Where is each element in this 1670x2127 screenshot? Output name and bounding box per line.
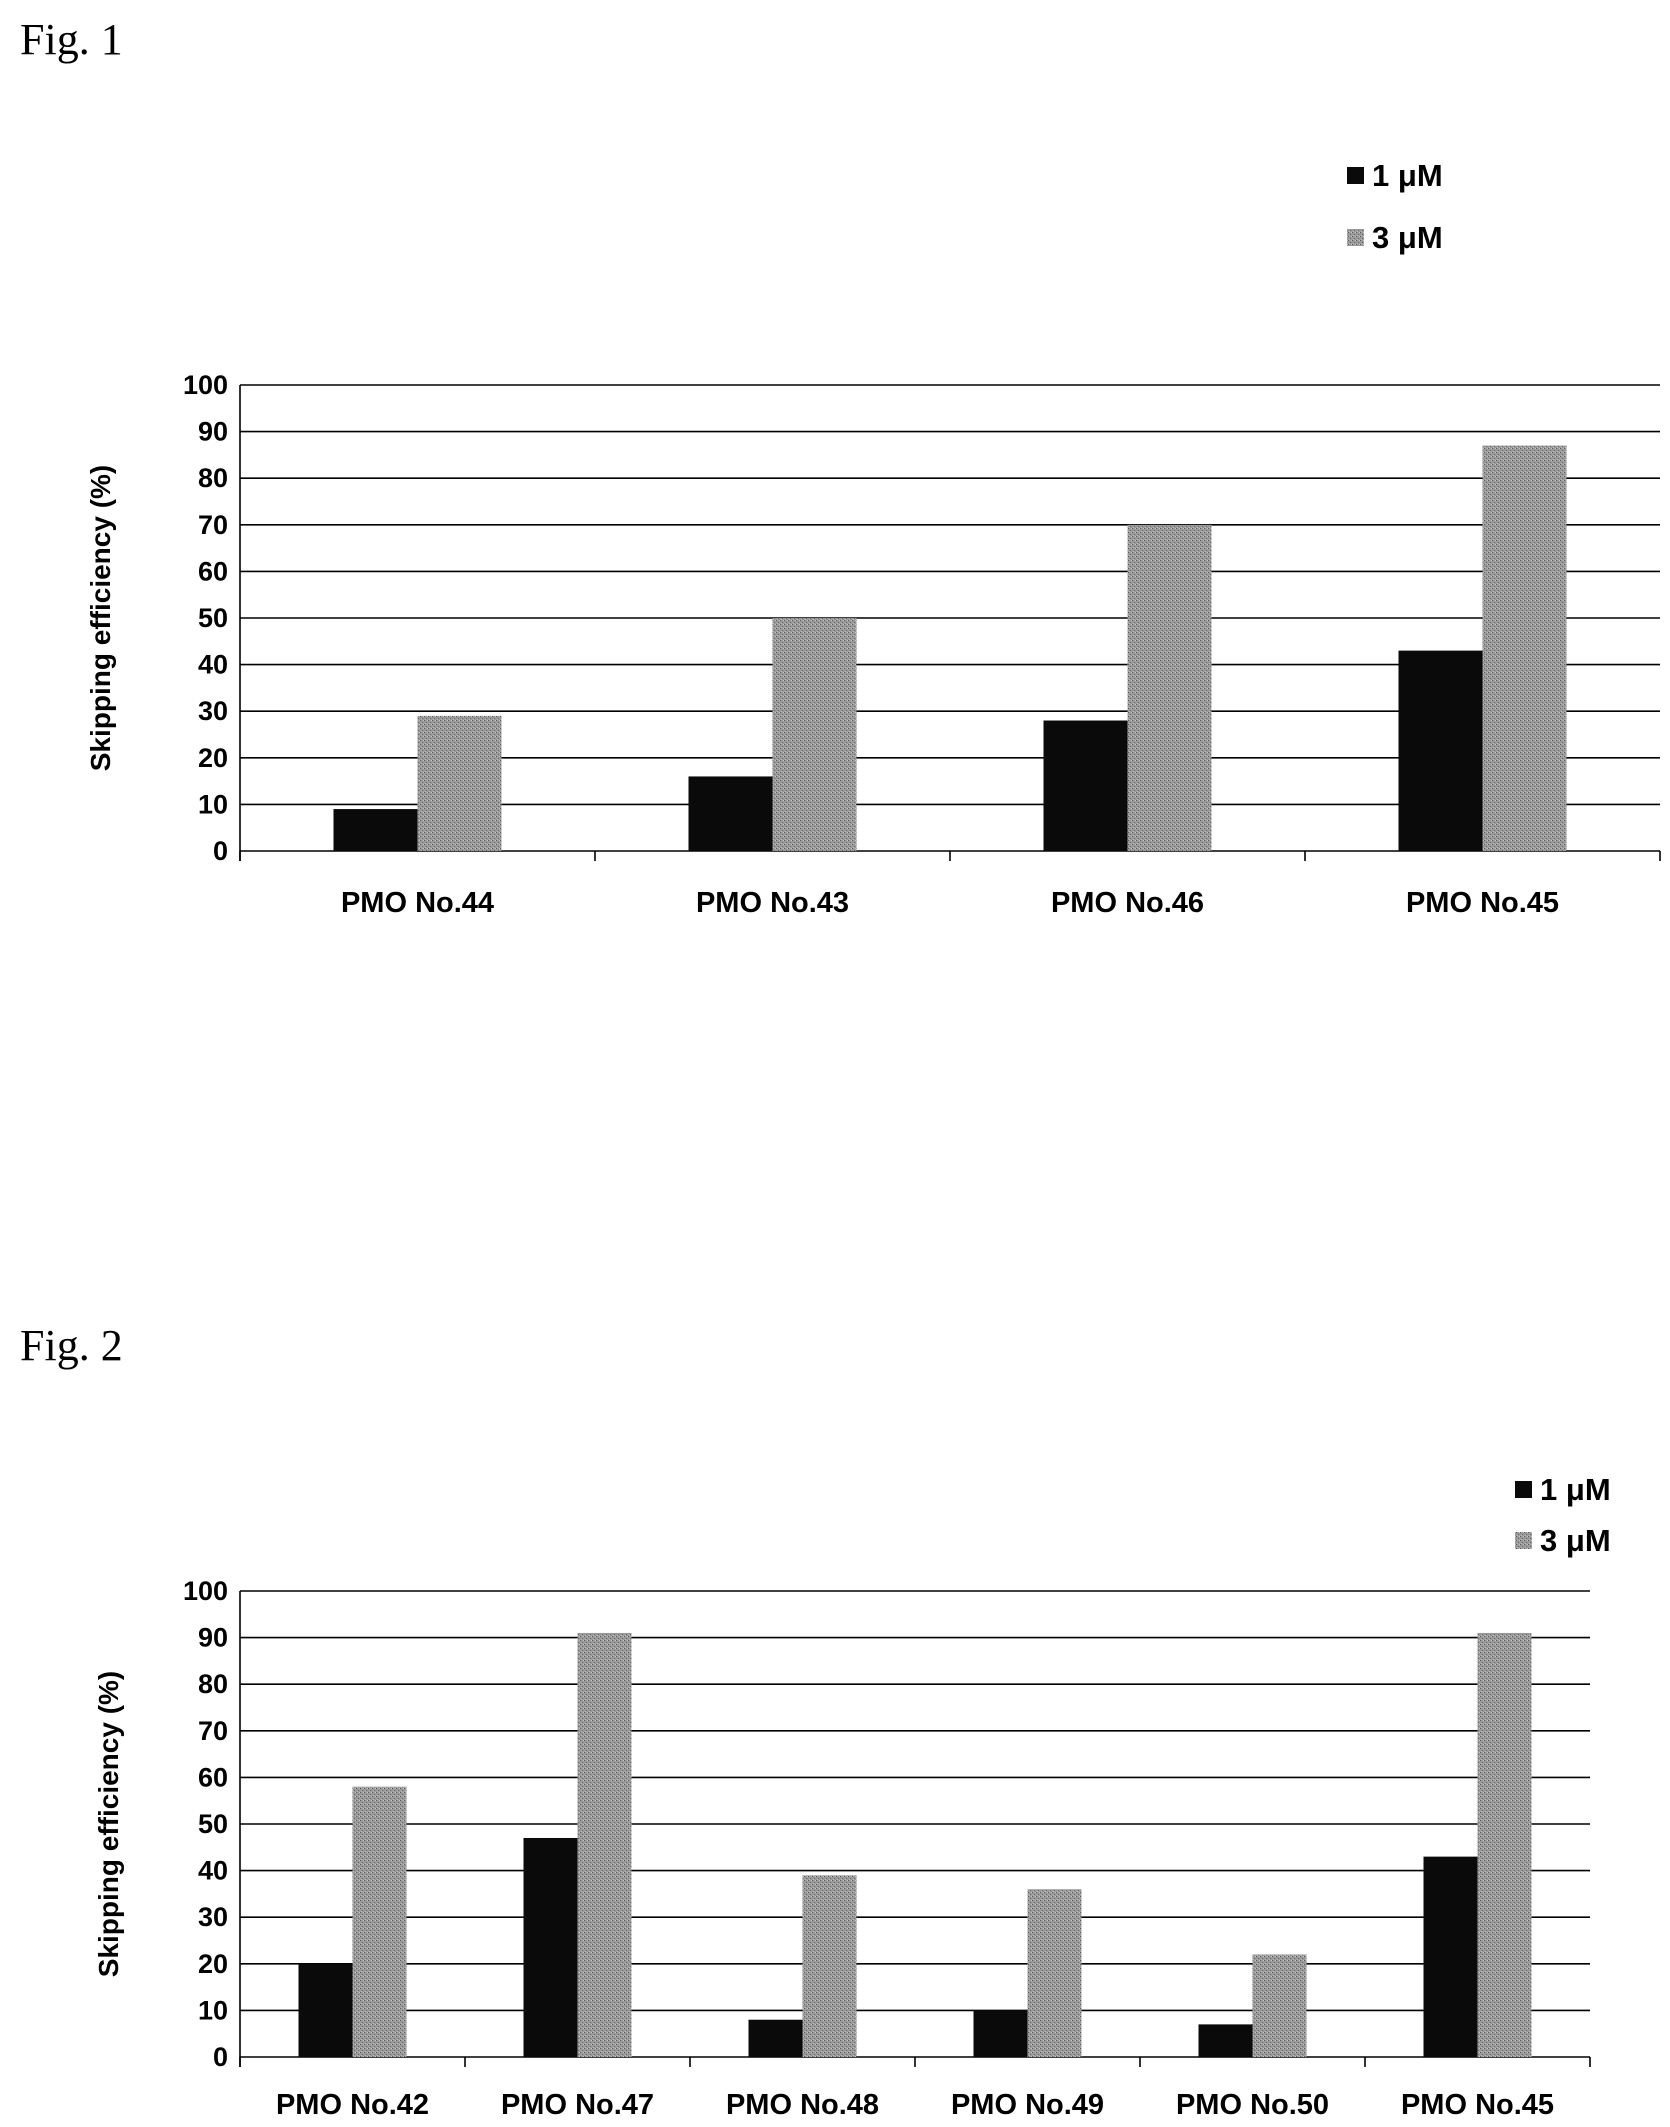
y-tick-label: 70 <box>198 510 228 540</box>
y-tick-label: 10 <box>198 1995 228 2025</box>
bar-1uM-pmo-no-49 <box>973 2010 1028 2057</box>
legend-label: 3 μM <box>1540 1523 1611 1558</box>
chart-1: 0 10 20 30 40 50 60 70 80 90 100 PMO No.44 PMO No.43… <box>85 158 1661 919</box>
legend-label: 1 μM <box>1372 158 1443 193</box>
bar-3uM-pmo-no-45 <box>1477 1632 1532 2057</box>
category-label: PMO No.46 <box>1051 887 1204 919</box>
category-label: PMO No.42 <box>276 2089 429 2121</box>
y-tick-label: 60 <box>198 1762 228 1792</box>
bar-1uM-pmo-no-45 <box>1423 1856 1478 2057</box>
bar-3uM-pmo-no-49 <box>1027 1889 1082 2057</box>
y-tick-label: 100 <box>183 370 228 400</box>
y-tick-label: 20 <box>198 743 228 773</box>
bar-3uM-pmo-no-46 <box>1127 524 1212 851</box>
chart-2: 0 10 20 30 40 50 60 70 80 90 100 PMO No.42 PMO No.47… <box>93 1472 1611 2121</box>
category-label: PMO No.45 <box>1401 2089 1554 2121</box>
y-tick-label: 20 <box>198 1949 228 1979</box>
category-label: PMO No.43 <box>696 887 849 919</box>
bar-3uM-pmo-no-44 <box>417 715 502 851</box>
y-tick-label: 80 <box>198 463 228 493</box>
y-tick-label: 50 <box>198 1809 228 1839</box>
y-tick-label: 10 <box>198 789 228 819</box>
category-label: PMO No.48 <box>726 2089 879 2121</box>
bar-3uM-pmo-no-50 <box>1252 1954 1307 2057</box>
y-tick-label: 90 <box>198 417 228 447</box>
y-tick-label: 40 <box>198 650 228 680</box>
bar-1uM-pmo-no-48 <box>748 2019 803 2057</box>
y-tick-label: 50 <box>198 603 228 633</box>
bar-3uM-pmo-no-47 <box>577 1632 632 2057</box>
bar-3uM-pmo-no-42 <box>352 1786 407 2057</box>
legend-swatch-3uM <box>1515 1532 1532 1549</box>
bar-3uM-pmo-no-43 <box>772 618 857 851</box>
y-tick-label: 70 <box>198 1716 228 1746</box>
category-label: PMO No.44 <box>341 887 494 919</box>
y-tick-label: 80 <box>198 1669 228 1699</box>
legend-swatch-1uM <box>1347 167 1364 184</box>
category-label: PMO No.45 <box>1406 887 1559 919</box>
figure-1-label: Fig. 1 <box>20 15 123 64</box>
y-axis-label: Skipping efficiency (%) <box>93 1671 124 1978</box>
legend-label: 3 μM <box>1372 220 1443 255</box>
legend-swatch-3uM <box>1347 229 1364 246</box>
legend: 1 μM 3 μM <box>1515 1472 1611 1558</box>
y-tick-label: 60 <box>198 556 228 586</box>
bar-1uM-pmo-no-43 <box>688 776 773 851</box>
legend: 1 μM 3 μM <box>1347 158 1443 255</box>
y-tick-label: 40 <box>198 1856 228 1886</box>
y-tick-label: 0 <box>213 836 228 866</box>
y-axis-label: Skipping efficiency (%) <box>85 465 116 772</box>
y-tick-label: 30 <box>198 696 228 726</box>
bar-1uM-pmo-no-50 <box>1198 2024 1253 2057</box>
legend-label: 1 μM <box>1540 1472 1611 1507</box>
bar-1uM-pmo-no-47 <box>523 1837 578 2057</box>
y-tick-label: 0 <box>213 2042 228 2072</box>
y-tick-label: 100 <box>183 1576 228 1606</box>
bar-1uM-pmo-no-44 <box>333 809 418 851</box>
bar-3uM-pmo-no-45 <box>1482 445 1567 851</box>
bar-1uM-pmo-no-46 <box>1043 720 1128 851</box>
legend-swatch-1uM <box>1515 1481 1532 1498</box>
bar-1uM-pmo-no-42 <box>298 1963 353 2057</box>
category-label: PMO No.47 <box>501 2089 654 2121</box>
bar-1uM-pmo-no-45 <box>1398 650 1483 851</box>
y-tick-label: 30 <box>198 1902 228 1932</box>
y-tick-label: 90 <box>198 1623 228 1653</box>
category-label: PMO No.49 <box>951 2089 1104 2121</box>
bar-3uM-pmo-no-48 <box>802 1875 857 2057</box>
category-label: PMO No.50 <box>1176 2089 1329 2121</box>
figure-2-label: Fig. 2 <box>20 1321 123 1370</box>
